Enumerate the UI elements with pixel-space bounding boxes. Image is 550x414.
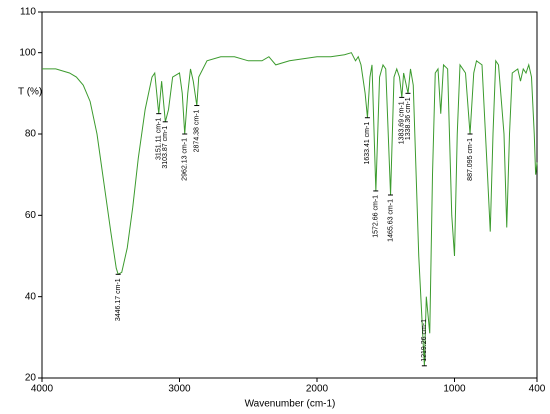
peak-label: 1465.63 cm-1 (387, 199, 394, 242)
y-tick-label: 20 (25, 373, 37, 384)
peak-label: 1572.66 cm-1 (373, 195, 380, 238)
y-tick-label: 110 (20, 7, 36, 18)
peak-label: 2874.38 cm-1 (194, 109, 201, 152)
peak-label: 1219.26 cm-1 (421, 319, 428, 362)
peak-label: 2962.13 cm-1 (182, 138, 189, 181)
y-tick-label: 40 (25, 291, 37, 302)
x-tick-label: 1000 (443, 384, 466, 395)
y-tick-label: 100 (19, 47, 36, 58)
x-tick-label: 4000 (31, 384, 54, 395)
x-tick-label: 2000 (306, 384, 329, 395)
y-tick-label: 60 (25, 210, 37, 221)
peak-label: 3151.11 cm-1 (156, 118, 163, 160)
plot-frame (41, 11, 538, 379)
peak-label: 1383.69 cm-1 (399, 101, 406, 144)
x-tick-label: 3000 (168, 384, 191, 395)
peak-label: 1633.41 cm-1 (364, 122, 371, 165)
peak-label: 887.095 cm-1 (467, 138, 474, 181)
y-tick-label: 80 (25, 129, 37, 140)
peak-label: 1338.36 cm-1 (405, 97, 412, 140)
x-axis-label: Wavenumber (cm-1) (245, 399, 336, 410)
peak-label: 3103.87 cm-1 (162, 126, 169, 169)
x-tick-label: 400 (529, 384, 546, 395)
y-axis-label: T (%) (18, 87, 42, 98)
peak-label: 3446.17 cm-1 (115, 278, 122, 321)
